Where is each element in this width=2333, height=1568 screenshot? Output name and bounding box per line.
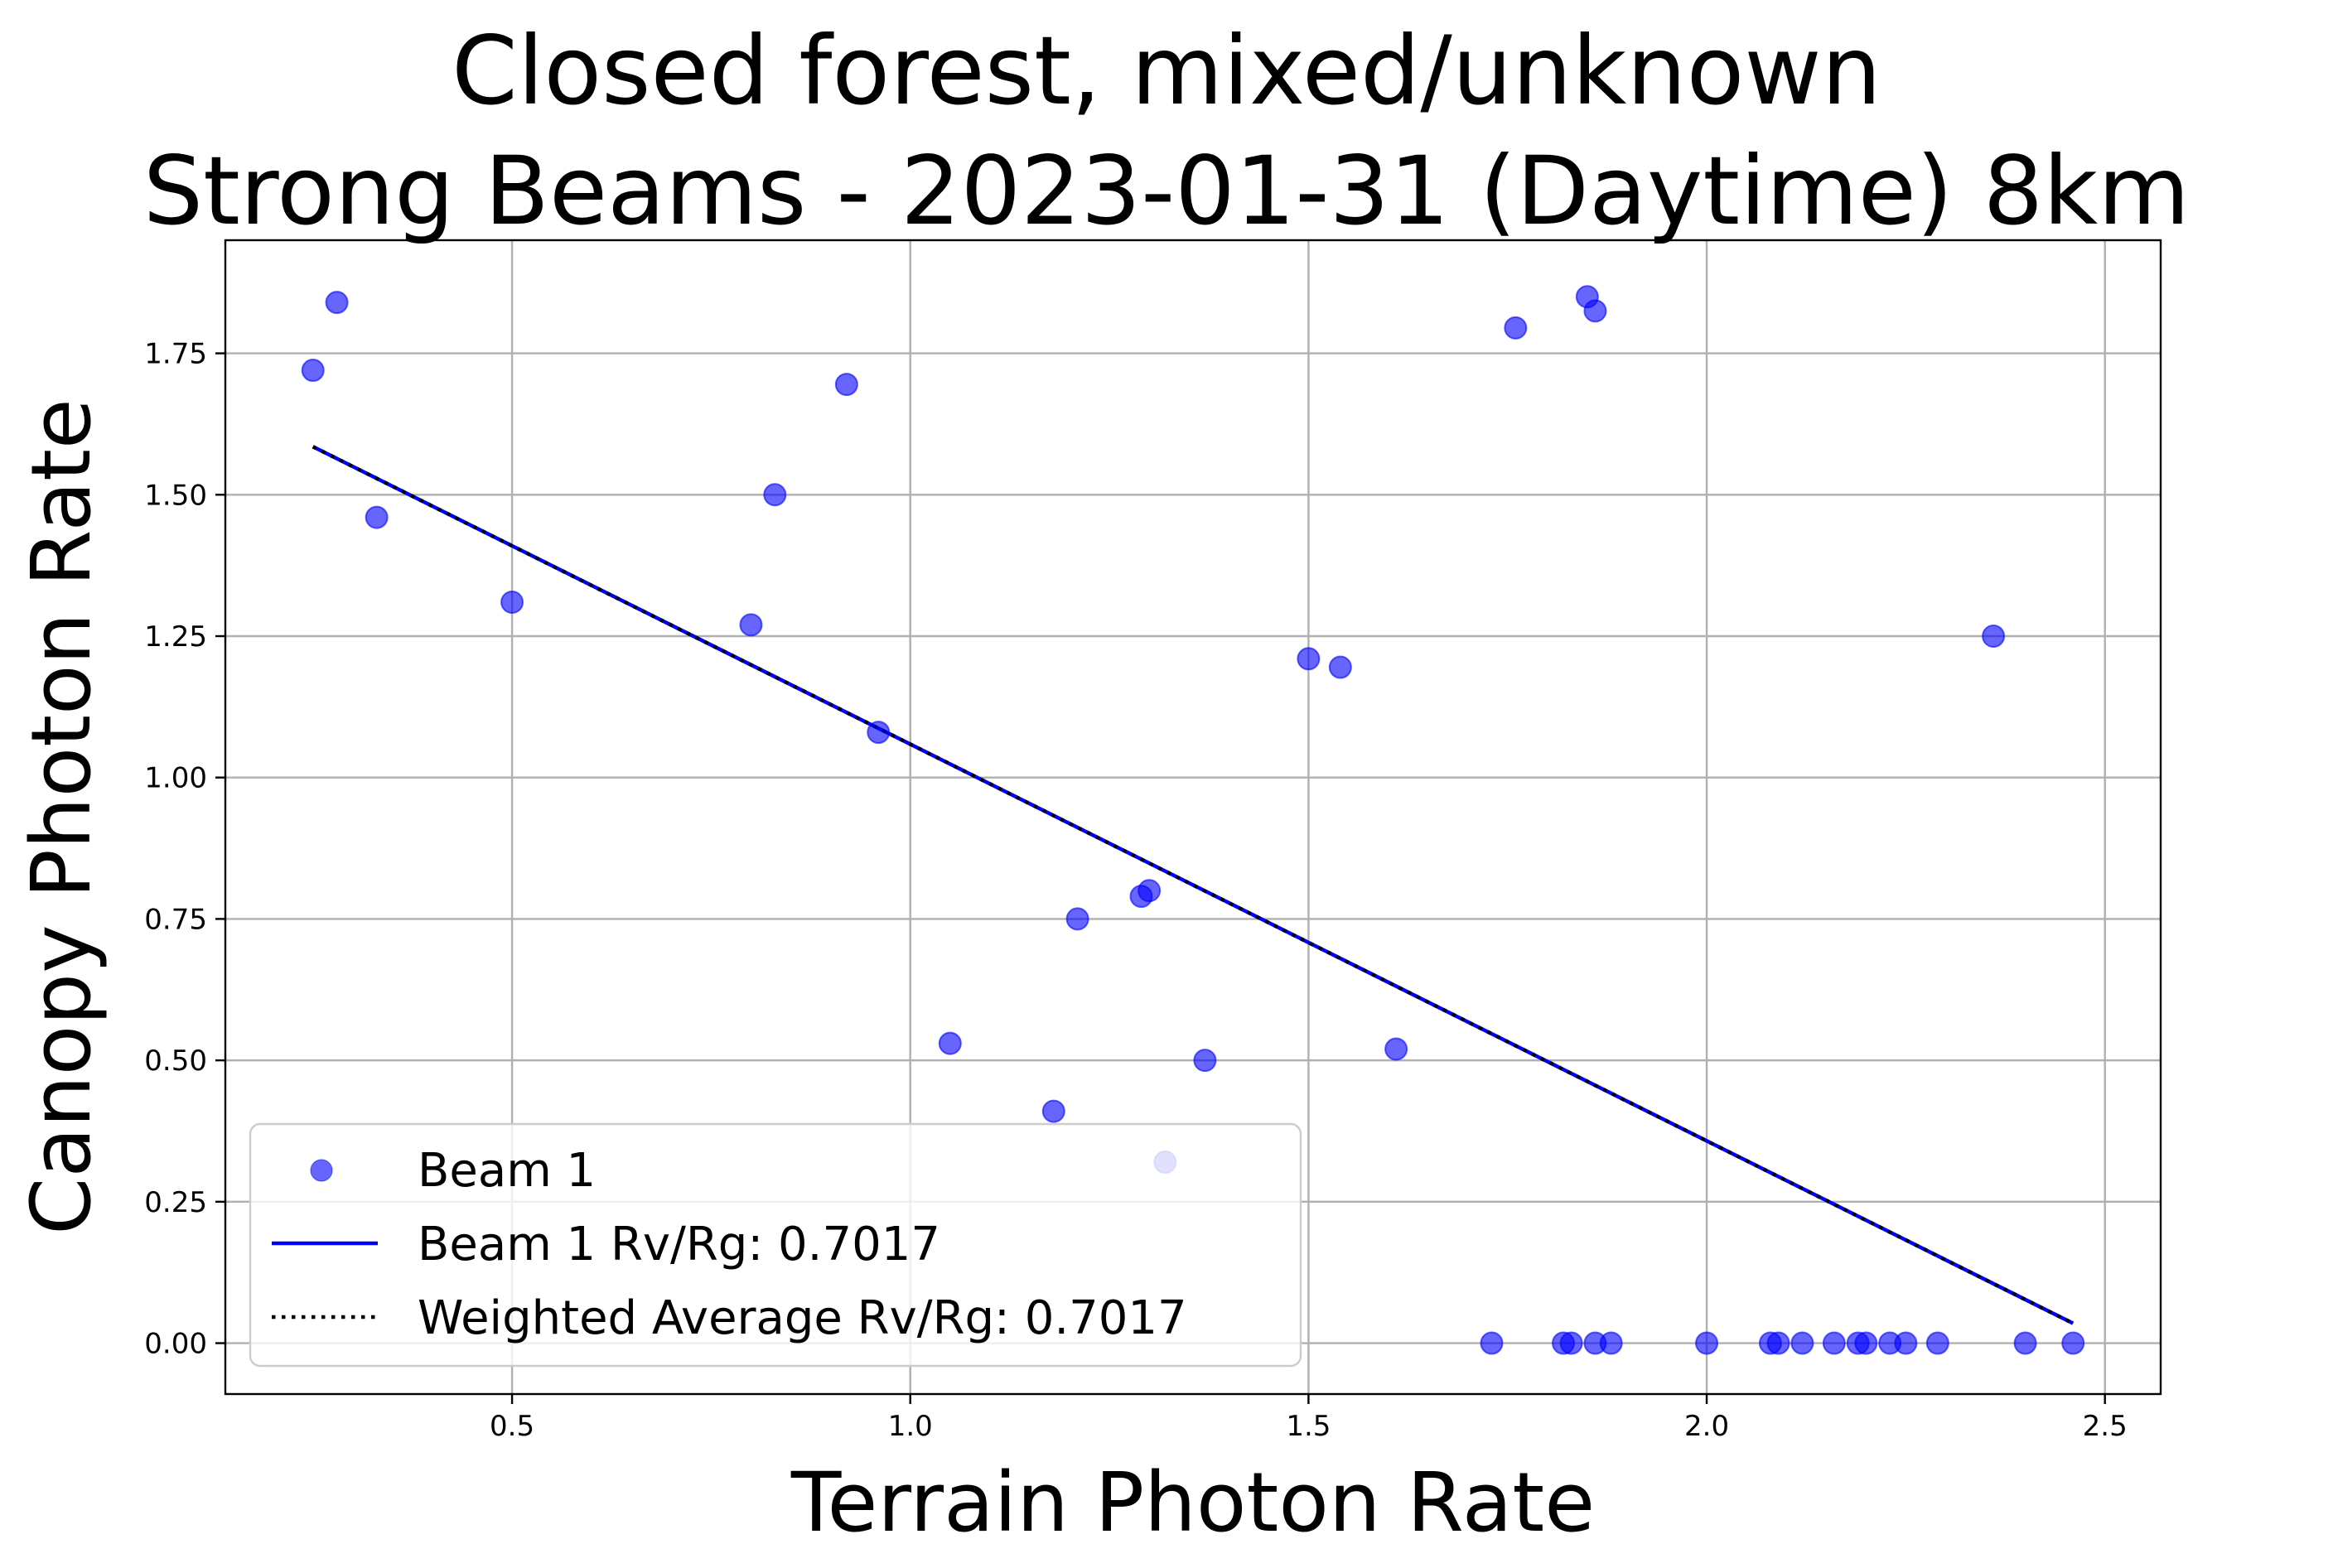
beam-1-fit-line (312, 445, 2075, 1325)
scatter-point (1504, 316, 1528, 340)
scatter-point (325, 291, 349, 315)
y-tick-label: 0.25 (144, 1186, 207, 1219)
scatter-point (1041, 1099, 1065, 1123)
legend-box (249, 1122, 1302, 1368)
y-tick-label: 0.00 (144, 1328, 207, 1361)
scatter-point (867, 721, 891, 745)
scatter-point (1695, 1331, 1719, 1355)
scatter-point (1854, 1331, 1878, 1355)
legend: Beam 1 Beam 1 Rv/Rg: 0.7017 Weighted Ave… (249, 1122, 1302, 1368)
scatter-point (1599, 1331, 1623, 1355)
legend-label-weighted-average: Weighted Average Rv/Rg: 0.7017 (418, 1291, 1187, 1345)
legend-label-beam-1: Beam 1 (418, 1144, 596, 1198)
x-tick-label: 0.5 (490, 1410, 534, 1443)
scatter-point (500, 591, 524, 615)
scatter-point (301, 359, 325, 383)
x-tick-label: 1.5 (1286, 1410, 1331, 1443)
scatter-point (1384, 1037, 1408, 1061)
axis-ticks: 0.5 1.0 1.5 2.0 2.5 0.00 0.25 0.50 0.75 1.00 1.25 1… (144, 338, 2127, 1443)
chart-title-line-1: Closed forest, mixed/unknown (452, 16, 1881, 126)
x-axis-label: Terrain Photon Rate (790, 1455, 1595, 1551)
grid (225, 240, 2161, 1394)
y-tick-label: 1.00 (144, 762, 207, 795)
scatter-points (301, 285, 2085, 1355)
scatter-point (1925, 1331, 1949, 1355)
scatter-point (834, 373, 858, 397)
scatter-point (1822, 1331, 1846, 1355)
y-tick-label: 0.75 (144, 903, 207, 936)
x-tick-label: 2.5 (2083, 1410, 2128, 1443)
scatter-point (1297, 647, 1321, 671)
scatter-point (1480, 1331, 1504, 1355)
y-axis-label: Canopy Photon Rate (14, 398, 109, 1235)
scatter-point (2013, 1331, 2037, 1355)
scatter-point (1790, 1331, 1814, 1355)
y-tick-label: 1.25 (144, 620, 207, 654)
y-tick-label: 1.75 (144, 338, 207, 371)
chart-title-line-2: Strong Beams - 2023-01-31 (Daytime) 8km (143, 136, 2190, 246)
fit-lines (312, 445, 2075, 1325)
scatter-point (1193, 1049, 1217, 1073)
legend-label-beam-1-fit: Beam 1 Rv/Rg: 0.7017 (418, 1218, 940, 1271)
scatter-point (1138, 879, 1162, 903)
scatter-point (1982, 624, 2006, 648)
scatter-point (938, 1031, 962, 1055)
scatter-point (365, 505, 389, 529)
scatter-point (1583, 299, 1607, 323)
legend-marker-beam-1 (310, 1159, 333, 1182)
x-tick-label: 2.0 (1684, 1410, 1729, 1443)
scatter-point (763, 483, 787, 507)
scatter-point (2061, 1331, 2085, 1355)
scatter-point (1894, 1331, 1918, 1355)
scatter-point (1559, 1331, 1583, 1355)
scatter-point (1766, 1331, 1790, 1355)
scatter-point (1065, 907, 1089, 931)
scatter-point (739, 613, 763, 637)
scatter-point (1328, 655, 1352, 679)
plot-frame (224, 239, 2162, 1396)
y-tick-label: 0.50 (144, 1045, 207, 1078)
y-tick-label: 1.50 (144, 479, 207, 512)
x-tick-label: 1.0 (888, 1410, 933, 1443)
